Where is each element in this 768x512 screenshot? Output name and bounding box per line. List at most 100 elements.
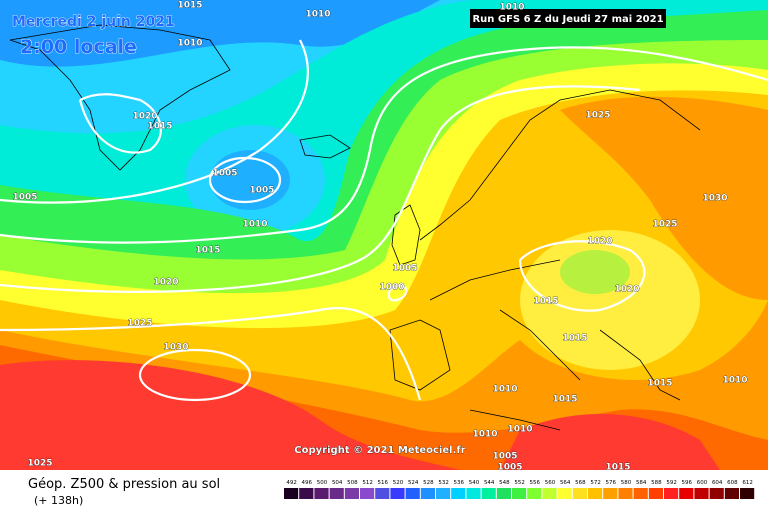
scale-swatch bbox=[344, 488, 359, 499]
isobar-label: 1010 bbox=[472, 430, 497, 440]
isobar-label: 1015 bbox=[147, 122, 172, 132]
isobars bbox=[0, 39, 768, 402]
field bbox=[0, 0, 768, 470]
scale-tick-label: 568 bbox=[575, 480, 586, 486]
isobar-label: 1025 bbox=[585, 111, 610, 121]
scale-swatch bbox=[375, 488, 390, 499]
scale-swatch bbox=[451, 488, 466, 499]
isobar-label: 1015 bbox=[552, 395, 577, 405]
scale-tick-label: 584 bbox=[636, 480, 647, 486]
scale-swatch bbox=[557, 488, 572, 499]
coastlines bbox=[9, 24, 701, 431]
scale-swatch bbox=[496, 488, 511, 499]
isobar-label: 1010 bbox=[722, 376, 747, 386]
header: Mercredi 2 juin 2021 2:00 locale Run GFS… bbox=[12, 9, 666, 58]
scale-tick-label: 596 bbox=[682, 480, 693, 486]
run-info: Run GFS 6 Z du Jeudi 27 mai 2021 bbox=[472, 14, 663, 25]
isobar-label: 1025 bbox=[652, 220, 677, 230]
scale-tick-label: 532 bbox=[438, 480, 449, 486]
scale-swatch bbox=[572, 488, 587, 499]
copyright: Copyright © 2021 Meteociel.fr bbox=[294, 445, 465, 456]
scale-tick-label: 600 bbox=[697, 480, 708, 486]
scale-tick-label: 536 bbox=[454, 480, 465, 486]
scale-swatch bbox=[466, 488, 481, 499]
scale-swatch bbox=[664, 488, 679, 499]
scale-tick-label: 588 bbox=[651, 480, 662, 486]
isobar-label: 1005 bbox=[12, 193, 37, 203]
scale-swatch bbox=[405, 488, 420, 499]
scale-tick-label: 576 bbox=[606, 480, 617, 486]
scale-tick-label: 504 bbox=[332, 480, 343, 486]
footer-title: Géop. Z500 & pression au sol bbox=[28, 477, 220, 492]
scale-tick-label: 608 bbox=[727, 480, 738, 486]
scale-swatch bbox=[618, 488, 633, 499]
scale-swatch bbox=[603, 488, 618, 499]
isobar-label: 1020 bbox=[132, 112, 157, 122]
isobar-label: 1030 bbox=[702, 194, 727, 204]
isobar-label: 1010 bbox=[507, 425, 532, 435]
isobar-label: 1005 bbox=[212, 169, 237, 179]
isobar-label: 1010 bbox=[242, 220, 267, 230]
scale-tick-label: 612 bbox=[742, 480, 753, 486]
scale-tick-label: 516 bbox=[378, 480, 389, 486]
scale-tick-label: 592 bbox=[666, 480, 677, 486]
scale-swatch bbox=[542, 488, 557, 499]
scale-swatch bbox=[481, 488, 496, 499]
isobar-label: 1015 bbox=[533, 297, 558, 307]
isobar-label: 1020 bbox=[153, 278, 178, 288]
isobar-label: 1025 bbox=[127, 319, 152, 329]
scale-swatch bbox=[329, 488, 344, 499]
scale-tick-label: 552 bbox=[514, 480, 525, 486]
isobar-label: 1020 bbox=[587, 237, 612, 247]
scale-swatch bbox=[724, 488, 739, 499]
scale-tick-label: 528 bbox=[423, 480, 434, 486]
scale-swatch bbox=[709, 488, 724, 499]
isobar-label: 1005 bbox=[497, 463, 522, 473]
isobar-label: 1030 bbox=[163, 343, 188, 353]
scale-swatch bbox=[740, 488, 755, 499]
isobar-label: 1000 bbox=[379, 283, 404, 293]
isobar-label: 1015 bbox=[195, 246, 220, 256]
scale-tick-label: 572 bbox=[590, 480, 601, 486]
isobar-label: 1015 bbox=[647, 379, 672, 389]
isobar-label: 1005 bbox=[492, 452, 517, 462]
scale-tick-label: 512 bbox=[362, 480, 373, 486]
isobar-label: 1015 bbox=[177, 1, 202, 11]
scale-swatch bbox=[679, 488, 694, 499]
isobar-label: 1005 bbox=[392, 264, 417, 274]
isobar-label: 1015 bbox=[562, 334, 587, 344]
isobar-label: 1010 bbox=[499, 3, 524, 13]
scale-swatch bbox=[299, 488, 314, 499]
isobar-label: 1020 bbox=[614, 285, 639, 295]
footer-lead: (+ 138h) bbox=[34, 494, 83, 507]
scale-tick-label: 580 bbox=[621, 480, 632, 486]
scale-swatch bbox=[527, 488, 542, 499]
scale-swatch bbox=[314, 488, 329, 499]
scale-swatch bbox=[648, 488, 663, 499]
run-box bbox=[470, 9, 666, 28]
scale-swatch bbox=[284, 488, 299, 499]
scale-tick-label: 524 bbox=[408, 480, 419, 486]
scale-tick-label: 520 bbox=[393, 480, 404, 486]
scale-swatch bbox=[694, 488, 709, 499]
scale-tick-label: 548 bbox=[499, 480, 510, 486]
scale-swatch bbox=[420, 488, 435, 499]
scale-swatch bbox=[360, 488, 375, 499]
isobar-label: 1010 bbox=[305, 10, 330, 20]
isobar-label: 1025 bbox=[27, 459, 52, 469]
scale-tick-label: 496 bbox=[302, 480, 313, 486]
scale-tick-label: 540 bbox=[469, 480, 480, 486]
scale-tick-label: 544 bbox=[484, 480, 495, 486]
scale-swatch bbox=[588, 488, 603, 499]
isobar-labels: 1015101010101010102010151005100510051010… bbox=[12, 0, 748, 473]
isobar-label: 1015 bbox=[605, 463, 630, 473]
scale-swatch bbox=[436, 488, 451, 499]
isobar-label: 1005 bbox=[249, 186, 274, 196]
scale-tick-label: 560 bbox=[545, 480, 556, 486]
forecast-time: 2:00 locale bbox=[20, 36, 137, 58]
scale-tick-label: 492 bbox=[286, 480, 297, 486]
scale-swatch bbox=[633, 488, 648, 499]
isobar-label: 1010 bbox=[492, 385, 517, 395]
